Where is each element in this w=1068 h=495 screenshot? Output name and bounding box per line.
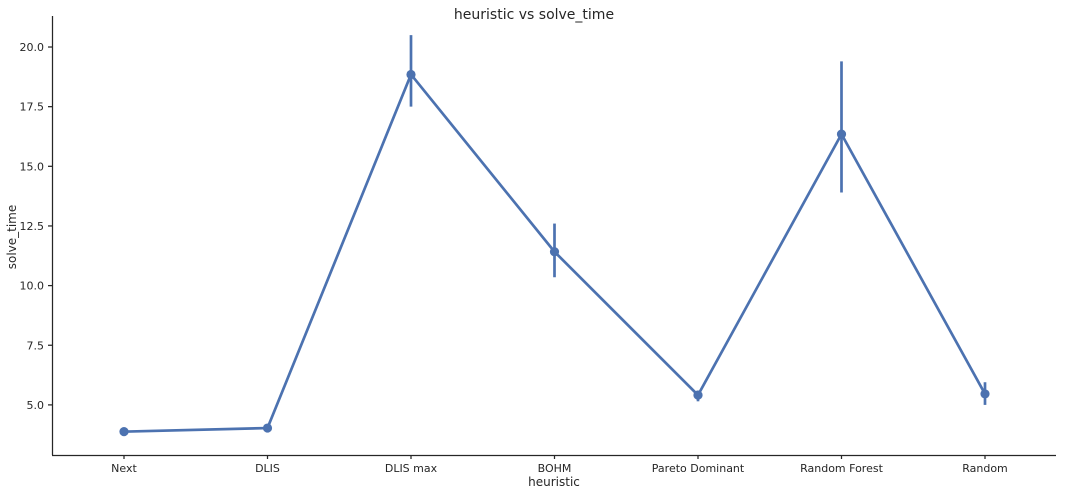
data-point [836,129,847,139]
y-tick-label: 20.0 [20,41,45,54]
y-tick-label: 7.5 [27,339,45,352]
y-ticks: 5.0 7.5 10.0 12.5 15.0 17.5 20.0 [20,41,52,412]
data-point [693,390,703,400]
x-tick-label: Random Forest [800,462,883,475]
y-tick-label: 10.0 [20,280,45,293]
x-axis-label: heuristic [528,475,580,489]
data-point [980,389,990,399]
x-tick-label: Random [962,462,1008,475]
data-point [406,69,416,80]
x-tick-label: DLIS max [385,462,438,475]
error-bars [122,35,987,433]
x-tick-label: DLIS [255,462,280,475]
points-layer [119,69,990,437]
y-tick-label: 15.0 [20,160,45,173]
x-ticks: Next DLIS DLIS max BOHM Pareto Dominant Rando… [111,455,1008,475]
x-tick-label: Pareto Dominant [652,462,745,475]
data-point [119,427,129,437]
x-tick-label: Next [111,462,137,475]
y-tick-label: 5.0 [27,399,45,412]
data-point [549,247,560,257]
chart-title: heuristic vs solve_time [454,7,614,23]
y-tick-label: 12.5 [20,220,45,233]
x-tick-label: BOHM [538,462,572,475]
y-tick-label: 17.5 [20,101,45,114]
y-axis-label: solve_time [5,205,19,270]
data-point [262,423,273,433]
